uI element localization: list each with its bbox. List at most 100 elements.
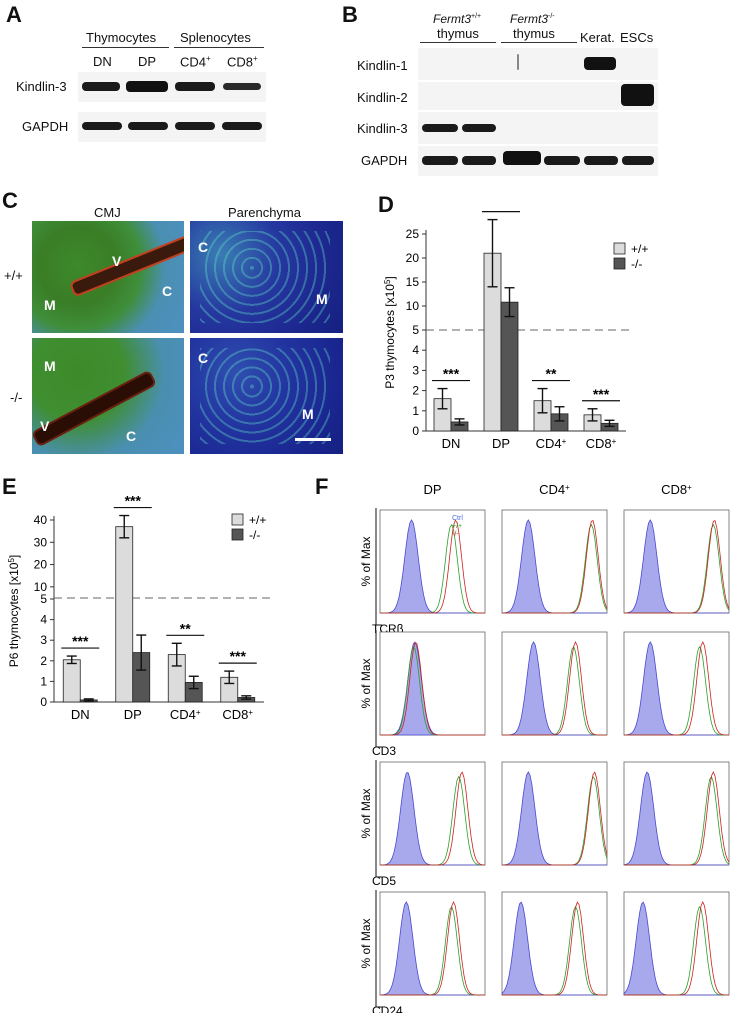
band bbox=[621, 84, 654, 106]
row-label-ko: -/- bbox=[10, 390, 23, 405]
y-axis-label: P3 thymocytes [x105] bbox=[383, 276, 398, 389]
blot-gapdh-a bbox=[78, 112, 266, 142]
band bbox=[503, 151, 541, 165]
y-tick-label: 0 bbox=[412, 424, 419, 438]
band bbox=[128, 122, 168, 130]
label-m: M bbox=[316, 291, 328, 307]
chart-d: 0 1 2 3 4 5 10 15 20 25 P3 thymocytes [x105] *** DN *… bbox=[383, 210, 649, 451]
x-tick-label: DP bbox=[492, 436, 510, 451]
label-v: V bbox=[112, 253, 122, 269]
histogram-frame bbox=[501, 631, 608, 736]
label-c: C bbox=[198, 350, 209, 366]
significance-stars: *** bbox=[230, 648, 247, 664]
legend-label: -/- bbox=[631, 257, 642, 271]
group-label-splenocytes: Splenocytes bbox=[180, 30, 251, 45]
band bbox=[544, 156, 580, 165]
x-tick-label: DN bbox=[71, 707, 90, 722]
legend-label: +/+ bbox=[452, 523, 462, 530]
bar bbox=[115, 526, 134, 703]
legend-swatch bbox=[231, 528, 244, 541]
group-line-wt bbox=[420, 42, 496, 43]
y-tick-label: 30 bbox=[34, 535, 48, 549]
col-label-kerat: Kerat. bbox=[580, 30, 615, 45]
panel-label-c: C bbox=[2, 188, 18, 213]
y-tick-label: 0 bbox=[40, 695, 47, 709]
col-label-escs: ESCs bbox=[620, 30, 654, 45]
label-c: C bbox=[162, 283, 173, 299]
y-tick-label: 1 bbox=[40, 674, 47, 688]
group-label-thymocytes: Thymocytes bbox=[86, 30, 157, 45]
band bbox=[175, 122, 215, 130]
row-label-kindlin1: Kindlin-1 bbox=[357, 58, 408, 73]
legend-swatch bbox=[613, 257, 626, 270]
ko-histogram bbox=[380, 519, 485, 614]
band bbox=[517, 54, 519, 70]
y-tick-label: 3 bbox=[412, 363, 419, 377]
ko-histogram bbox=[380, 771, 486, 866]
ko-histogram bbox=[624, 901, 729, 996]
panel-label-f: F bbox=[315, 474, 329, 499]
row-label-gapdh-b: GAPDH bbox=[361, 153, 408, 168]
col-label-cmj: CMJ bbox=[94, 205, 121, 220]
y-axis-label: P6 thymocytes [x105] bbox=[7, 555, 22, 668]
ko-histogram bbox=[380, 901, 485, 996]
column-label: CD4+ bbox=[539, 482, 570, 497]
y-axis-label: % of Max bbox=[359, 658, 373, 708]
lane-label-cd8: CD8+ bbox=[227, 54, 258, 70]
y-tick-label: 25 bbox=[406, 227, 420, 241]
bar bbox=[500, 301, 519, 432]
legend-label: -/- bbox=[452, 531, 459, 538]
histogram-frame bbox=[379, 631, 486, 736]
y-tick-label: 15 bbox=[406, 275, 420, 289]
legend-label: +/+ bbox=[249, 513, 266, 527]
ko-histogram bbox=[624, 520, 730, 614]
panel-label-b: B bbox=[342, 2, 358, 27]
vessel bbox=[32, 369, 158, 448]
lane-label-dp: DP bbox=[138, 54, 157, 69]
bar bbox=[62, 659, 81, 703]
lane-label-cd4: CD4+ bbox=[180, 54, 211, 70]
blot-kindlin3 bbox=[78, 72, 266, 102]
row-label-kindlin2: Kindlin-2 bbox=[357, 90, 408, 105]
lane-label-dn: DN bbox=[93, 54, 112, 69]
micrograph-parenchyma-wt: C M bbox=[190, 221, 343, 333]
band bbox=[222, 122, 262, 130]
y-tick-label: 2 bbox=[412, 384, 419, 398]
y-tick-label: 4 bbox=[412, 343, 419, 357]
label-m: M bbox=[44, 297, 56, 313]
x-tick-label: CD8+ bbox=[222, 707, 253, 722]
column-label: CD8+ bbox=[661, 482, 692, 497]
band bbox=[584, 57, 616, 70]
significance-stars: ** bbox=[180, 620, 191, 636]
significance-stars: *** bbox=[443, 366, 460, 382]
y-tick-label: 40 bbox=[34, 513, 48, 527]
x-tick-label: DP bbox=[124, 707, 142, 722]
ko-histogram bbox=[624, 771, 730, 866]
ko-histogram bbox=[502, 771, 608, 866]
blood-cells bbox=[200, 348, 330, 444]
band bbox=[223, 83, 261, 90]
y-axis-label: % of Max bbox=[359, 788, 373, 838]
y-tick-label: 3 bbox=[40, 633, 47, 647]
y-axis-label: % of Max bbox=[359, 918, 373, 968]
y-axis-label: % of Max bbox=[359, 536, 373, 586]
band bbox=[422, 156, 458, 165]
group-line-ko bbox=[501, 42, 577, 43]
blood-cells bbox=[200, 231, 330, 323]
y-tick-label: 20 bbox=[406, 251, 420, 265]
significance-stars: *** bbox=[72, 633, 89, 649]
significance-stars: *** bbox=[593, 386, 610, 402]
label-c: C bbox=[126, 428, 137, 444]
label-c: C bbox=[198, 239, 209, 255]
legend-swatch bbox=[613, 242, 626, 255]
band bbox=[82, 122, 122, 130]
significance-stars: ** bbox=[546, 366, 557, 382]
group-label-fermt3-ko: Fermt3-/- bbox=[510, 12, 555, 26]
band bbox=[422, 124, 458, 132]
ctrl-histogram bbox=[380, 519, 485, 614]
band bbox=[82, 82, 120, 91]
blot-gapdh-b bbox=[418, 146, 658, 176]
blot-kindlin2 bbox=[418, 82, 658, 110]
significance-stars: *** bbox=[125, 493, 142, 509]
x-tick-label: DN bbox=[442, 436, 461, 451]
